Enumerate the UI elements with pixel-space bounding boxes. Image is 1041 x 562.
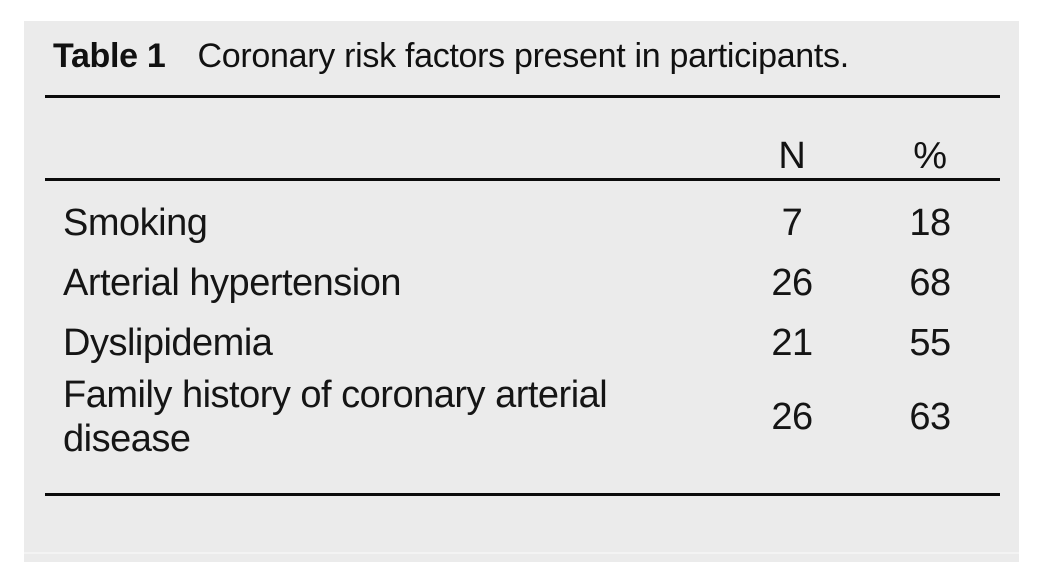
table-body: Smoking 7 18 Arterial hypertension 26 68… (45, 181, 1000, 461)
bottom-rule (45, 493, 1000, 496)
header-row: N % (45, 98, 1000, 178)
table-row: Smoking 7 18 (45, 193, 1000, 253)
header-rule (45, 178, 1000, 181)
percent-value: 63 (909, 396, 951, 438)
risk-factor-label: Smoking (63, 202, 208, 244)
risk-factor-label: Arterial hypertension (63, 262, 402, 304)
percent-value: 55 (909, 322, 951, 364)
header-spacer (45, 134, 693, 178)
table-row: Family history of coronary arterial dise… (45, 373, 1000, 461)
table-row: Arterial hypertension 26 68 (45, 253, 1000, 313)
percent-value: 18 (909, 202, 951, 244)
percent-value: 68 (909, 262, 951, 304)
top-rule (45, 95, 1000, 98)
risk-factor-label: Dyslipidemia (63, 322, 273, 364)
table-row: Dyslipidemia 21 55 (45, 313, 1000, 373)
n-value: 21 (771, 322, 813, 364)
table-caption: Coronary risk factors present in partici… (197, 37, 850, 75)
table-panel: Table 1 Coronary risk factors present in … (24, 21, 1019, 562)
n-value: 26 (771, 396, 813, 438)
column-header-percent: % (913, 135, 947, 177)
n-value: 26 (771, 262, 813, 304)
column-header-n: N (778, 135, 806, 177)
risk-factor-label: Family history of coronary arterial dise… (63, 374, 608, 460)
table-title: Table 1 Coronary risk factors present in … (45, 36, 1000, 77)
n-value: 7 (781, 202, 803, 244)
table-number: Table 1 (53, 37, 166, 75)
